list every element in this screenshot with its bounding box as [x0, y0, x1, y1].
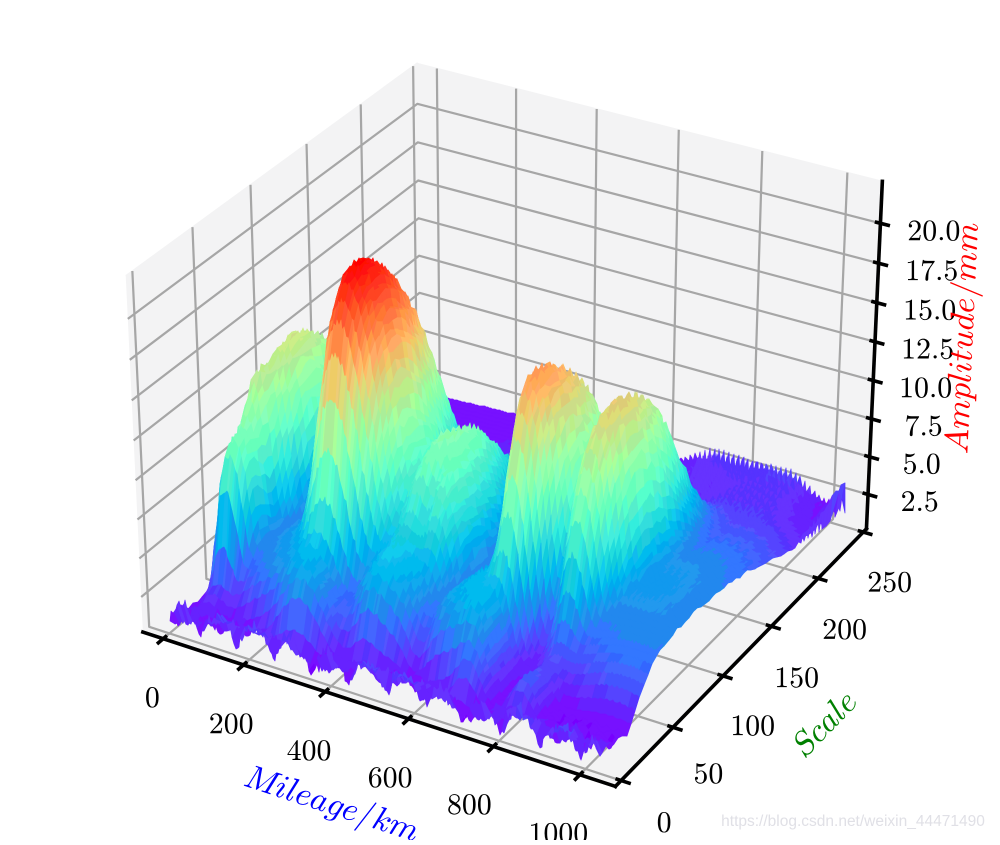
- svg-text:https://blog.csdn.net/weixin_4: https://blog.csdn.net/weixin_44471490: [721, 813, 985, 830]
